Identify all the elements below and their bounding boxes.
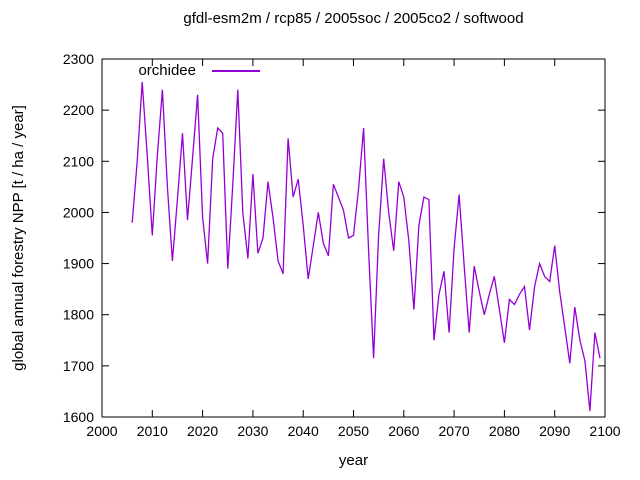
y-tick-label: 1800 xyxy=(63,307,94,323)
x-tick-label: 2070 xyxy=(439,423,470,439)
x-tick-label: 2050 xyxy=(338,423,369,439)
chart-title: gfdl-esm2m / rcp85 / 2005soc / 2005co2 /… xyxy=(183,10,524,27)
y-tick-label: 1900 xyxy=(63,256,94,272)
x-tick-label: 2080 xyxy=(489,423,520,439)
x-tick-label: 2000 xyxy=(86,423,117,439)
y-tick-label: 1700 xyxy=(63,358,94,374)
x-tick-label: 2030 xyxy=(237,423,268,439)
x-tick-label: 2060 xyxy=(388,423,419,439)
plot-frame xyxy=(101,58,606,418)
x-tick-label: 2090 xyxy=(539,423,570,439)
y-tick-label: 2000 xyxy=(63,204,94,220)
x-tick-label: 2020 xyxy=(187,423,218,439)
series-line-orchidee xyxy=(131,81,601,411)
y-tick-label: 2100 xyxy=(63,153,94,169)
legend-line-sample-icon xyxy=(212,69,260,72)
y-tick-label: 2300 xyxy=(63,51,94,67)
y-tick-label: 1600 xyxy=(63,409,94,425)
x-tick-label: 2010 xyxy=(137,423,168,439)
legend: orchidee xyxy=(126,62,260,79)
legend-series-label: orchidee xyxy=(138,62,196,79)
x-tick-label: 2040 xyxy=(288,423,319,439)
y-tick-label: 2200 xyxy=(63,102,94,118)
x-axis-label: year xyxy=(338,452,369,469)
x-tick-label: 2100 xyxy=(589,423,620,439)
